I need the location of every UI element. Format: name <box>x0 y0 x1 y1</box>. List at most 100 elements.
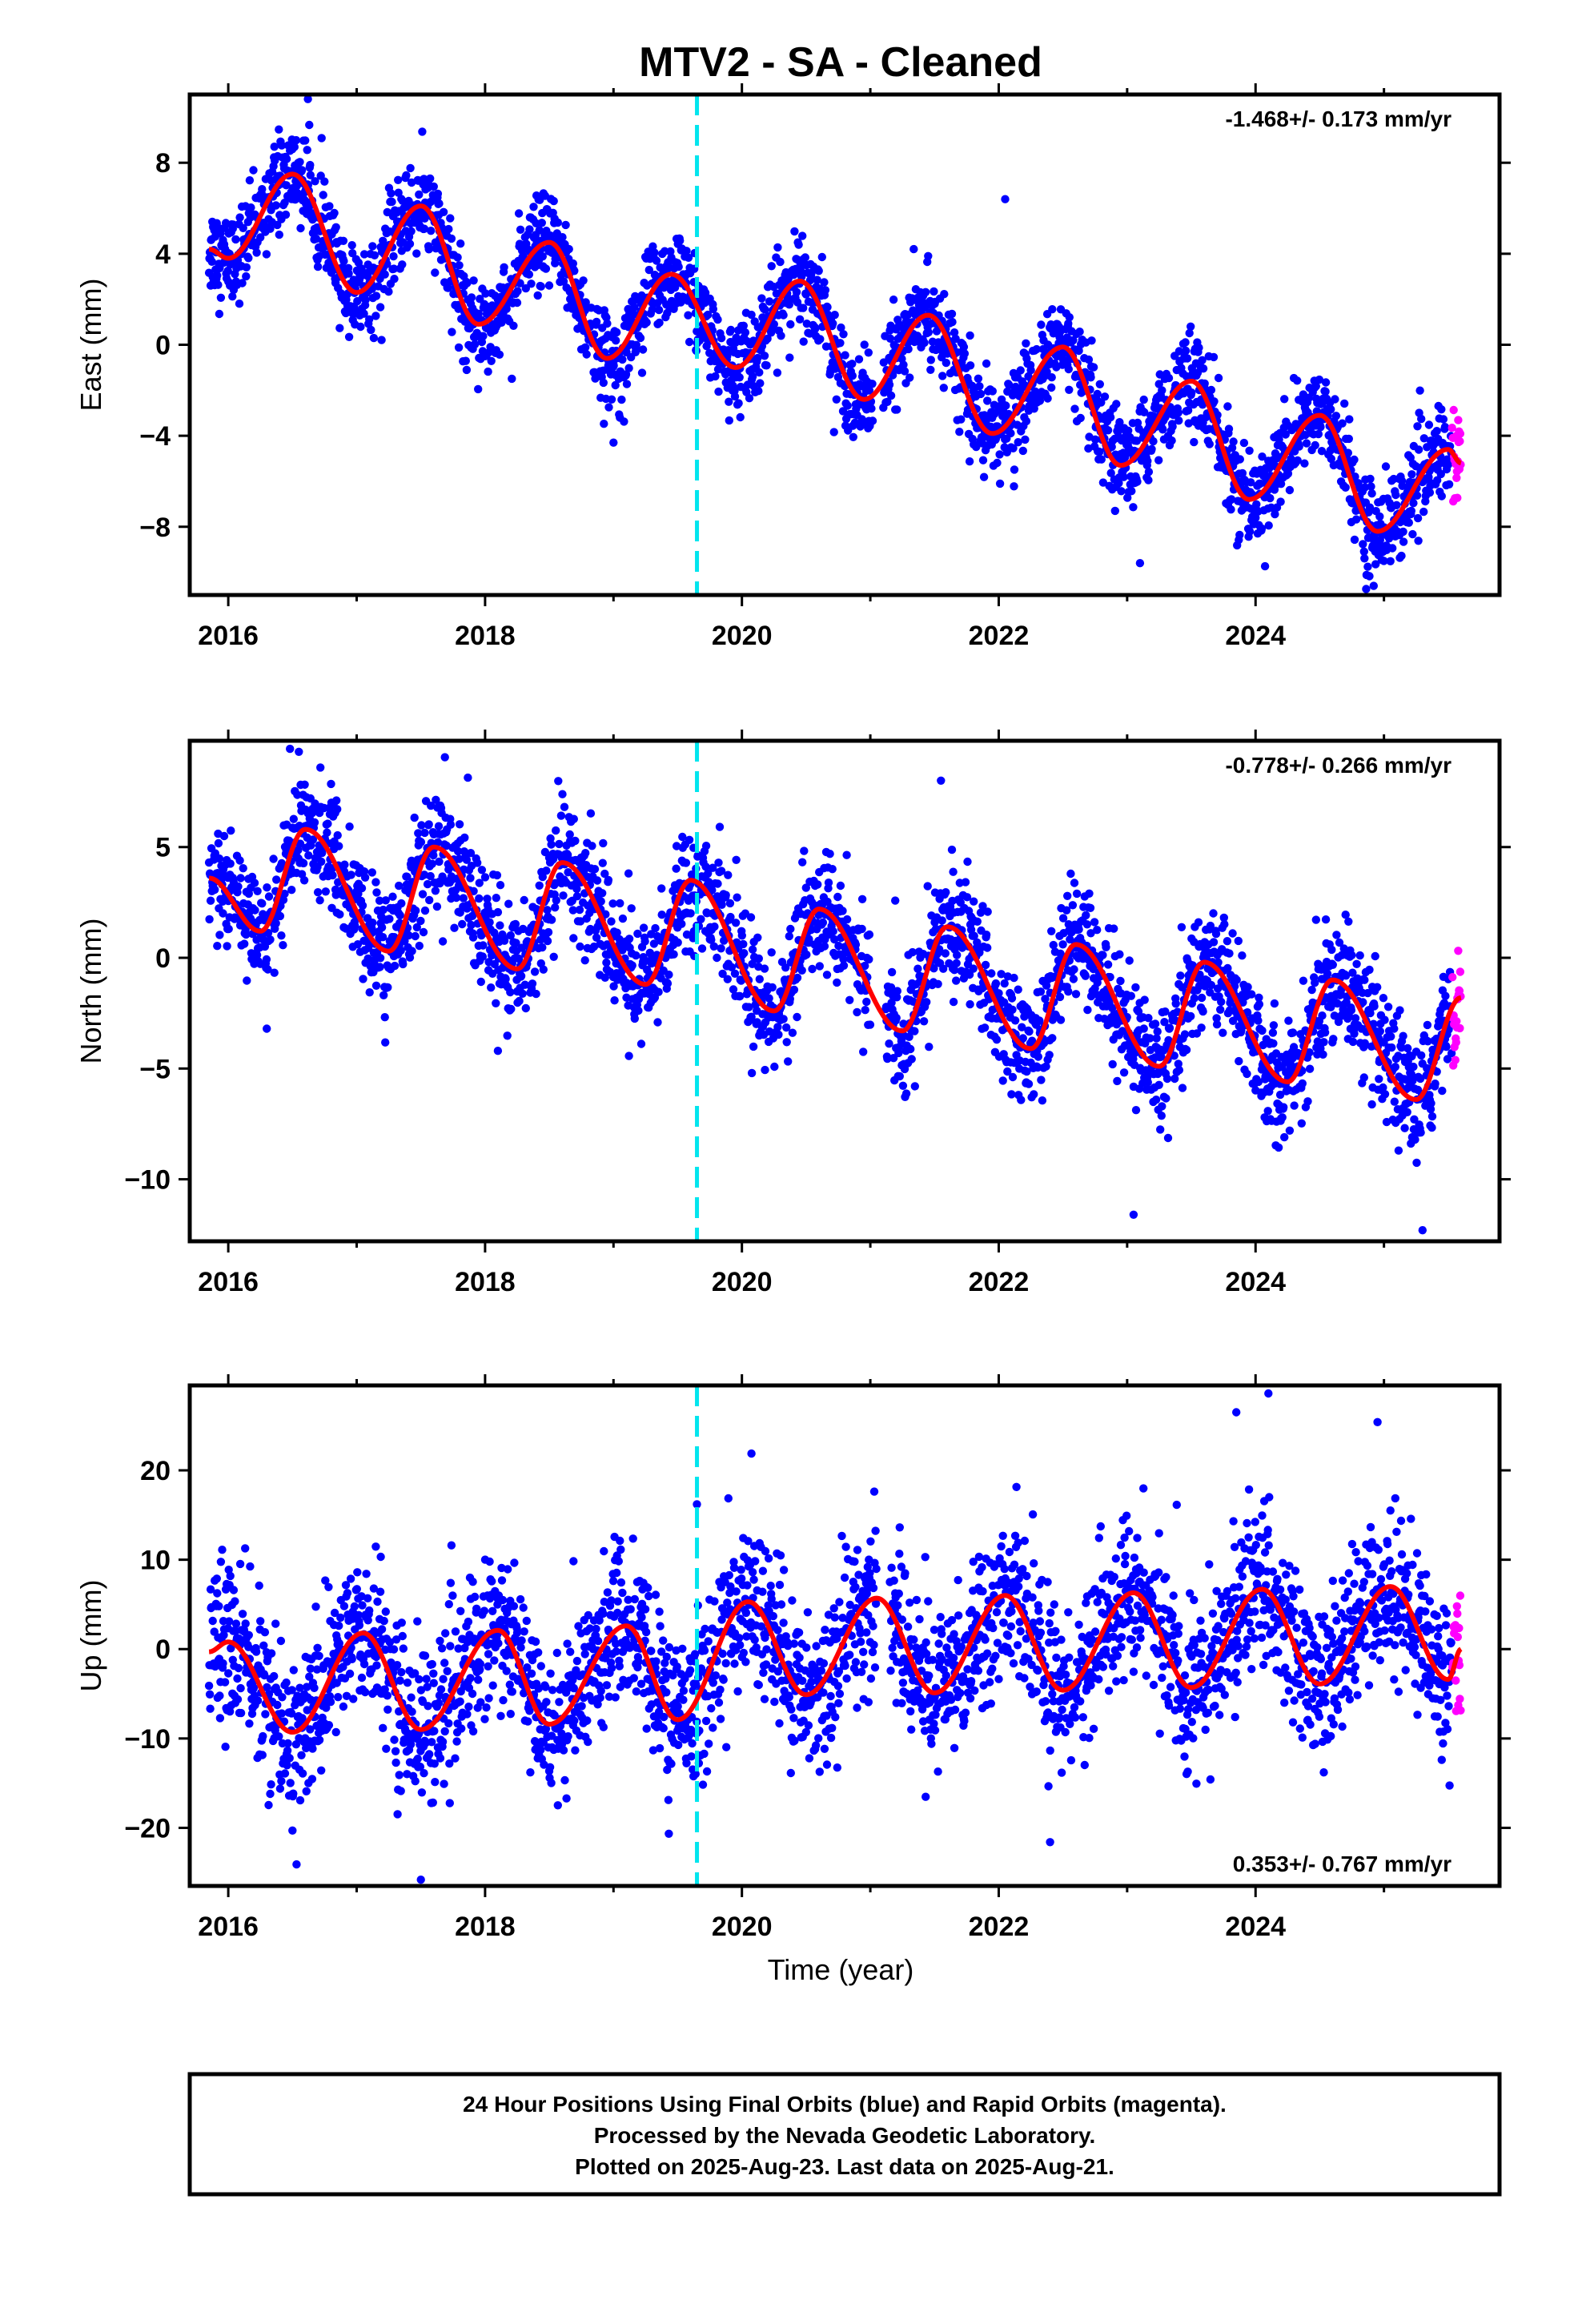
east-final-point <box>911 310 920 320</box>
east-final-point <box>760 352 769 360</box>
east-final-point <box>1167 436 1176 445</box>
north-final-point <box>335 910 344 919</box>
north-final-point <box>925 1043 934 1051</box>
north-final-point <box>737 931 746 940</box>
north-final-point <box>818 918 828 927</box>
north-final-point <box>859 1047 868 1056</box>
north-final-point <box>697 915 705 924</box>
north-final-point <box>1068 901 1078 910</box>
east-y-tick-label: 4 <box>155 239 171 270</box>
north-final-point <box>250 879 259 887</box>
east-rapid-point <box>1454 416 1463 424</box>
north-final-point <box>224 924 233 934</box>
east-final-point <box>1414 445 1423 454</box>
north-final-point <box>543 936 552 946</box>
east-final-point <box>1016 366 1025 375</box>
north-final-point <box>596 897 605 906</box>
east-final-point <box>1174 408 1183 417</box>
north-final-point <box>576 942 584 951</box>
north-final-point <box>755 975 764 983</box>
east-final-point <box>215 309 224 319</box>
north-final-point <box>1162 1074 1172 1084</box>
east-outlier-point <box>1001 195 1010 203</box>
north-final-point <box>768 983 777 992</box>
east-y-tick-label: −8 <box>139 513 171 543</box>
north-final-point <box>969 964 978 973</box>
east-final-point <box>216 293 226 302</box>
east-final-point <box>982 359 991 368</box>
east-final-point <box>966 361 975 370</box>
east-final-point <box>817 252 826 262</box>
east-final-point <box>1344 434 1354 444</box>
north-final-point <box>581 849 590 858</box>
east-final-point <box>481 289 490 298</box>
east-final-point <box>431 268 440 277</box>
east-final-point <box>1404 518 1414 527</box>
east-final-point <box>273 220 282 230</box>
east-final-point <box>741 328 750 337</box>
north-final-point <box>571 836 580 846</box>
east-final-point <box>779 311 788 320</box>
east-final-point <box>387 189 396 198</box>
east-final-point <box>814 267 823 275</box>
east-final-point <box>612 328 621 337</box>
north-final-point <box>272 875 281 884</box>
east-final-point <box>502 304 511 313</box>
north-final-point <box>438 937 448 946</box>
north-final-point <box>365 988 374 997</box>
north-final-point <box>1048 1034 1057 1043</box>
east-final-point <box>533 291 542 300</box>
north-final-point <box>949 997 958 1007</box>
north-final-point <box>865 955 873 964</box>
north-final-point <box>1072 889 1082 899</box>
east-final-point <box>1070 404 1079 413</box>
north-final-point <box>618 914 628 923</box>
east-final-point <box>798 231 807 240</box>
north-final-point <box>731 919 741 927</box>
north-final-point <box>1103 960 1113 969</box>
east-final-point <box>823 303 832 312</box>
north-final-point <box>714 858 723 867</box>
north-final-point <box>368 919 377 927</box>
east-final-point <box>801 253 809 262</box>
north-final-point <box>516 971 526 981</box>
north-final-point <box>713 953 721 963</box>
north-final-point <box>1090 918 1099 927</box>
east-y-axis-label: East (mm) <box>74 279 107 412</box>
east-final-point <box>275 125 283 134</box>
east-final-point <box>785 353 794 362</box>
north-final-point <box>313 888 323 897</box>
east-final-point <box>637 368 647 377</box>
east-final-point <box>420 224 429 233</box>
north-final-point <box>953 951 962 959</box>
east-final-point <box>684 253 693 262</box>
north-final-point <box>1125 956 1134 965</box>
east-final-point <box>755 368 764 377</box>
east-final-point <box>1048 305 1057 314</box>
east-final-point <box>762 361 771 370</box>
north-final-point <box>1070 965 1078 974</box>
east-final-point <box>1235 530 1244 540</box>
north-final-point <box>315 896 324 905</box>
east-final-point <box>592 317 601 327</box>
east-x-tick-label: 2018 <box>455 621 516 651</box>
east-final-point <box>957 415 966 424</box>
east-final-point <box>676 236 685 245</box>
north-final-point <box>1126 991 1136 1000</box>
north-final-point <box>721 891 730 899</box>
north-final-point <box>1082 920 1092 929</box>
east-final-point <box>948 317 957 327</box>
east-final-point <box>1375 512 1384 521</box>
east-final-point <box>603 319 612 328</box>
north-final-point <box>528 979 537 988</box>
north-final-point <box>1182 1045 1191 1055</box>
north-final-point <box>464 773 472 782</box>
north-final-point <box>653 1018 662 1027</box>
east-final-point <box>339 256 348 266</box>
north-final-point <box>385 915 394 923</box>
north-final-point <box>1131 1106 1141 1115</box>
north-final-point <box>215 931 224 939</box>
north-final-point <box>761 1065 769 1075</box>
east-final-point <box>1143 456 1152 465</box>
east-final-point <box>868 416 877 425</box>
